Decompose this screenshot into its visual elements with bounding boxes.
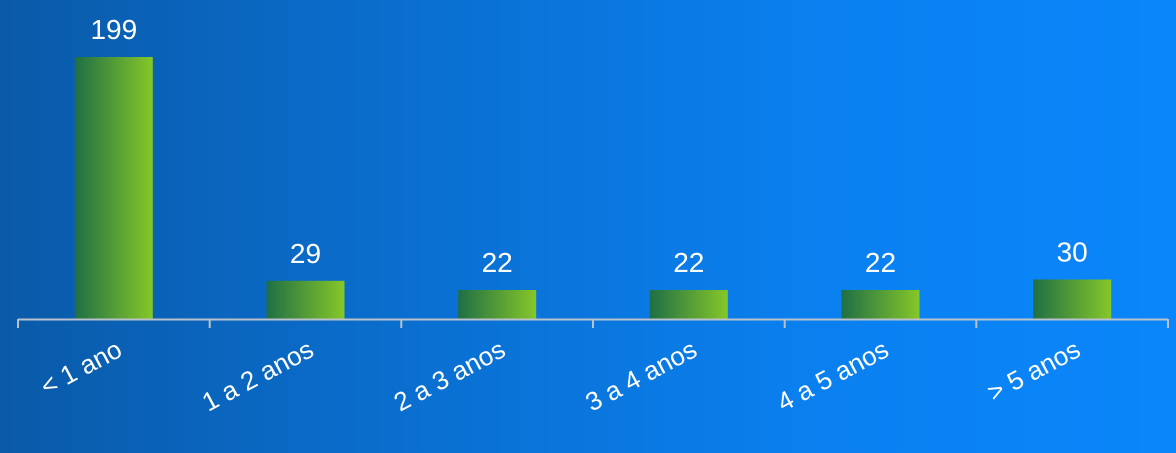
bar-3 xyxy=(458,290,537,319)
data-label-5: 22 xyxy=(865,247,896,278)
x-tick-label-4: 3 a 4 anos xyxy=(580,334,701,417)
labels-layer: 199 29 22 22 22 30 < 1 ano 1 a 2 anos 2 a 3 anos… xyxy=(35,14,1087,417)
bar-6 xyxy=(1033,279,1112,319)
bar-4 xyxy=(649,290,728,319)
x-tick-label-3: 2 a 3 anos xyxy=(389,334,510,417)
data-label-3: 22 xyxy=(482,247,513,278)
data-label-6: 30 xyxy=(1057,237,1088,268)
bar-2 xyxy=(266,280,345,319)
x-tick-label-5: 4 a 5 anos xyxy=(772,334,893,417)
x-tick-label-2: 1 a 2 anos xyxy=(197,334,318,417)
data-label-1: 199 xyxy=(90,14,137,45)
x-tick-label-6: > 5 anos xyxy=(982,334,1085,408)
x-axis xyxy=(17,318,1169,328)
data-label-2: 29 xyxy=(290,238,321,269)
data-label-4: 22 xyxy=(673,247,704,278)
bar-1 xyxy=(74,57,153,319)
bar-5 xyxy=(841,290,920,319)
bars-layer xyxy=(74,57,1112,319)
x-tick-label-1: < 1 ano xyxy=(35,334,126,402)
